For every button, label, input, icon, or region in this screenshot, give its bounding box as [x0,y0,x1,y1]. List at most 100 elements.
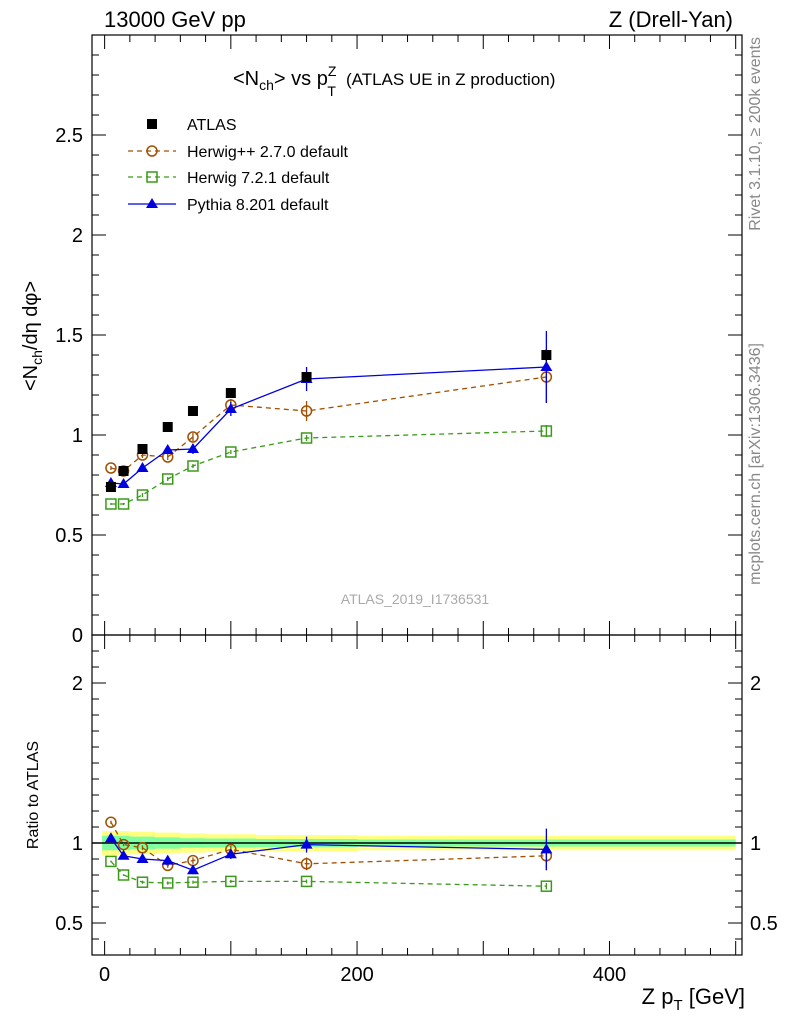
series-line-pythia [110,366,547,485]
main-panel: 0 0.5 1 1.5 2 2.5 [55,34,743,647]
mcplots-label: mcplots.cern.ch [arXiv:1306.3436] [747,343,764,585]
point-herwig7 [540,425,553,437]
point-pythia [161,444,174,454]
point-pythia [224,403,237,413]
ratio-point-herwig7 [540,880,553,892]
legend-marker-atlas [147,119,157,129]
ratio-point-herwig7 [161,877,174,889]
point-pythia [186,443,199,453]
point-herwig7 [225,446,237,458]
svg-text:<Nch> vs pZT(ATLAS UE in Z pro: <Nch> vs pZ T (ATLAS UE in Z production) [233,63,555,99]
title-sub: T [327,83,336,99]
ratio-point-pythia [117,849,130,860]
ratio-point-pythia [161,854,174,865]
ratio-y-tick-label: 1 [72,833,83,855]
ratio-point-pythia [540,843,553,854]
ratio-point-pythia [300,838,313,849]
svg-text:<Nch/dη dφ>: <Nch/dη dφ> [20,281,45,391]
legend-marker-herwig7 [146,171,158,183]
y-tick-label: 0.5 [55,525,83,547]
series-line-herwigpp [110,376,547,472]
ratio-point-pythia [186,864,199,875]
point-herwigpp [300,405,313,417]
legend-entry-atlas: ATLAS [147,117,237,134]
ratio-y-tick-label: 0.5 [55,913,83,935]
ratio-series-herwig7 [105,855,553,892]
ratio-frame [91,634,743,956]
y-tick-label: 2 [72,225,83,247]
ratio-point-herwigpp [136,842,149,854]
ratio-point-herwig7 [136,876,149,888]
title-ch: ch [259,77,274,93]
legend-label-herwigpp: Herwig++ 2.7.0 default [187,144,349,161]
series-atlas [105,349,552,492]
x-tick-label: 400 [593,964,626,986]
svg-text:Z pT [GeV]: Z pT [GeV] [642,984,745,1014]
ratio-y-tick-label: 2 [72,673,83,695]
ratio-series-pythia [104,828,553,875]
point-herwigpp [105,462,117,474]
point-atlas [118,466,129,476]
point-herwig7 [136,489,149,501]
point-herwigpp [187,431,199,443]
x-tick-label: 200 [340,964,373,986]
series-line-herwig7 [110,430,547,505]
legend-marker-pythia [146,198,158,208]
point-atlas [162,422,173,432]
ratio-xlabel: Z pT [GeV] [642,984,745,1014]
ratio-point-herwigpp [117,838,130,851]
rivet-label: Rivet 3.1.10, ≥ 200k events [747,37,764,231]
ratio-point-herwig7 [117,869,130,881]
ratio-ylabel: Ratio to ATLAS [25,741,42,849]
point-herwig7 [161,473,174,485]
legend: ATLAS Herwig++ 2.7.0 default Herwig 7.2.1 … [128,117,349,214]
y-tick-label: 1.5 [55,325,83,347]
point-atlas [541,350,552,360]
header-left: 13000 GeV pp [104,7,246,32]
point-herwig7 [105,498,117,510]
x-tick-label: 0 [99,964,110,986]
ratio-point-pythia [224,848,237,859]
ratio-point-pythia [136,853,149,863]
series-herwig7 [105,425,553,510]
legend-entry-pythia: Pythia 8.201 default [128,197,329,214]
header-right: Z (Drell-Yan) [609,7,733,32]
point-atlas [137,444,148,454]
ratio-point-herwigpp [300,858,313,870]
ratio-point-herwigpp [105,816,117,828]
point-atlas [187,406,198,416]
point-herwig7 [187,460,199,472]
ratio-y-tick-label-right: 2 [750,673,761,695]
y-tick-label: 0 [72,625,83,647]
legend-entry-herwigpp: Herwig++ 2.7.0 default [128,144,349,161]
ratio-y-tick-label-right: 0.5 [750,913,778,935]
ratio-panel: 0 200 400 0.5 0.5 1 1 2 2 [55,634,778,986]
point-pythia [136,462,149,472]
ratio-point-herwig7 [105,855,117,868]
ratio-point-herwig7 [187,876,199,888]
analysis-watermark: ATLAS_2019_I1736531 [341,591,490,607]
series-pythia [104,331,553,488]
ratio-y-tick-label-right: 1 [750,833,761,855]
ratio-point-herwig7 [225,875,237,888]
legend-marker-herwigpp [146,145,158,157]
point-pythia [540,361,553,371]
ratio-line-herwig7 [110,860,547,887]
ratio-line-herwigpp [110,821,547,867]
plot-title: <Nch> vs pZ T (ATLAS UE in Z production) [233,63,555,99]
ratio-point-pythia [104,832,117,843]
title-lt: <N [233,68,259,90]
title-rest: (ATLAS UE in Z production) [346,70,555,89]
title-mid: > vs p [274,68,328,90]
legend-label-atlas: ATLAS [187,117,237,134]
main-ylabel: <Nch/dη dφ> [20,281,45,391]
ratio-point-herwig7 [300,875,313,888]
point-pythia [117,478,130,488]
point-herwig7 [300,432,313,444]
title-sup: Z [328,63,337,79]
legend-label-herwig7: Herwig 7.2.1 default [187,170,330,187]
legend-entry-herwig7: Herwig 7.2.1 default [128,170,330,187]
point-atlas [301,372,312,382]
point-herwig7 [117,498,130,510]
